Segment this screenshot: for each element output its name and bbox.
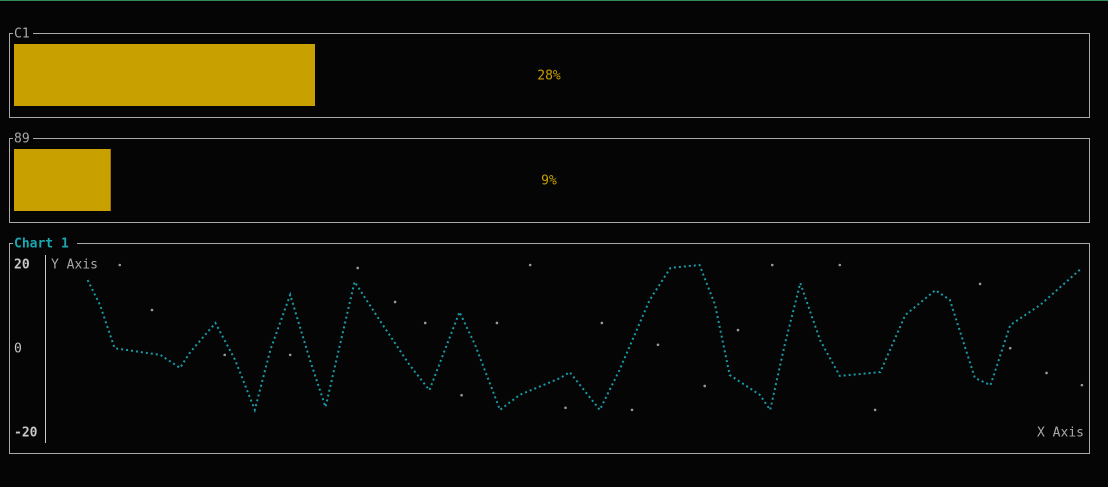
scatter-dot bbox=[118, 263, 122, 267]
gauge-label: 28% bbox=[537, 69, 561, 84]
chart-title: Chart 1 bbox=[14, 237, 69, 252]
scatter-dot bbox=[528, 263, 532, 267]
scatter-dot bbox=[288, 353, 292, 357]
scatter-dot bbox=[1080, 383, 1084, 387]
title-bg bbox=[13, 237, 77, 249]
scatter-dot bbox=[150, 308, 154, 312]
gauge-title: C1 bbox=[14, 27, 30, 42]
scatter-dot bbox=[736, 328, 740, 332]
panel-border bbox=[9, 33, 1090, 118]
scatter-dot bbox=[1045, 371, 1048, 375]
scatter-dot bbox=[873, 408, 877, 412]
x-axis-label: X Axis bbox=[1037, 426, 1084, 441]
scatter-dot bbox=[460, 393, 463, 397]
title-bg bbox=[13, 132, 33, 144]
panel-border bbox=[9, 138, 1090, 223]
y-tick-label: -20 bbox=[14, 426, 38, 441]
scatter-dot bbox=[600, 321, 604, 325]
gauge-bar bbox=[14, 149, 111, 211]
scatter-dot bbox=[495, 321, 499, 325]
scatter-dot bbox=[393, 300, 397, 304]
title-bg bbox=[13, 27, 33, 39]
scatter-dot bbox=[656, 343, 660, 347]
scatter-dot bbox=[770, 263, 774, 267]
y-axis-label: Y Axis bbox=[51, 258, 98, 273]
scatter-dot bbox=[564, 406, 567, 410]
data-line bbox=[86, 263, 1083, 414]
scatter-dot bbox=[423, 321, 427, 325]
scatter-dot bbox=[356, 266, 360, 270]
gauge-title: 89 bbox=[14, 132, 30, 147]
scatter-dot bbox=[838, 263, 842, 267]
scatter-dot bbox=[630, 408, 634, 412]
panel-border bbox=[9, 243, 1090, 454]
gauge-label: 9% bbox=[541, 174, 557, 189]
scatter-dot bbox=[223, 353, 227, 357]
gauge-bar bbox=[14, 44, 315, 106]
y-tick-label: 20 bbox=[14, 258, 30, 273]
scatter-dot bbox=[978, 282, 982, 286]
scatter-dot bbox=[703, 384, 707, 388]
scatter-dot bbox=[1008, 346, 1012, 350]
y-tick-label: 0 bbox=[14, 342, 22, 357]
